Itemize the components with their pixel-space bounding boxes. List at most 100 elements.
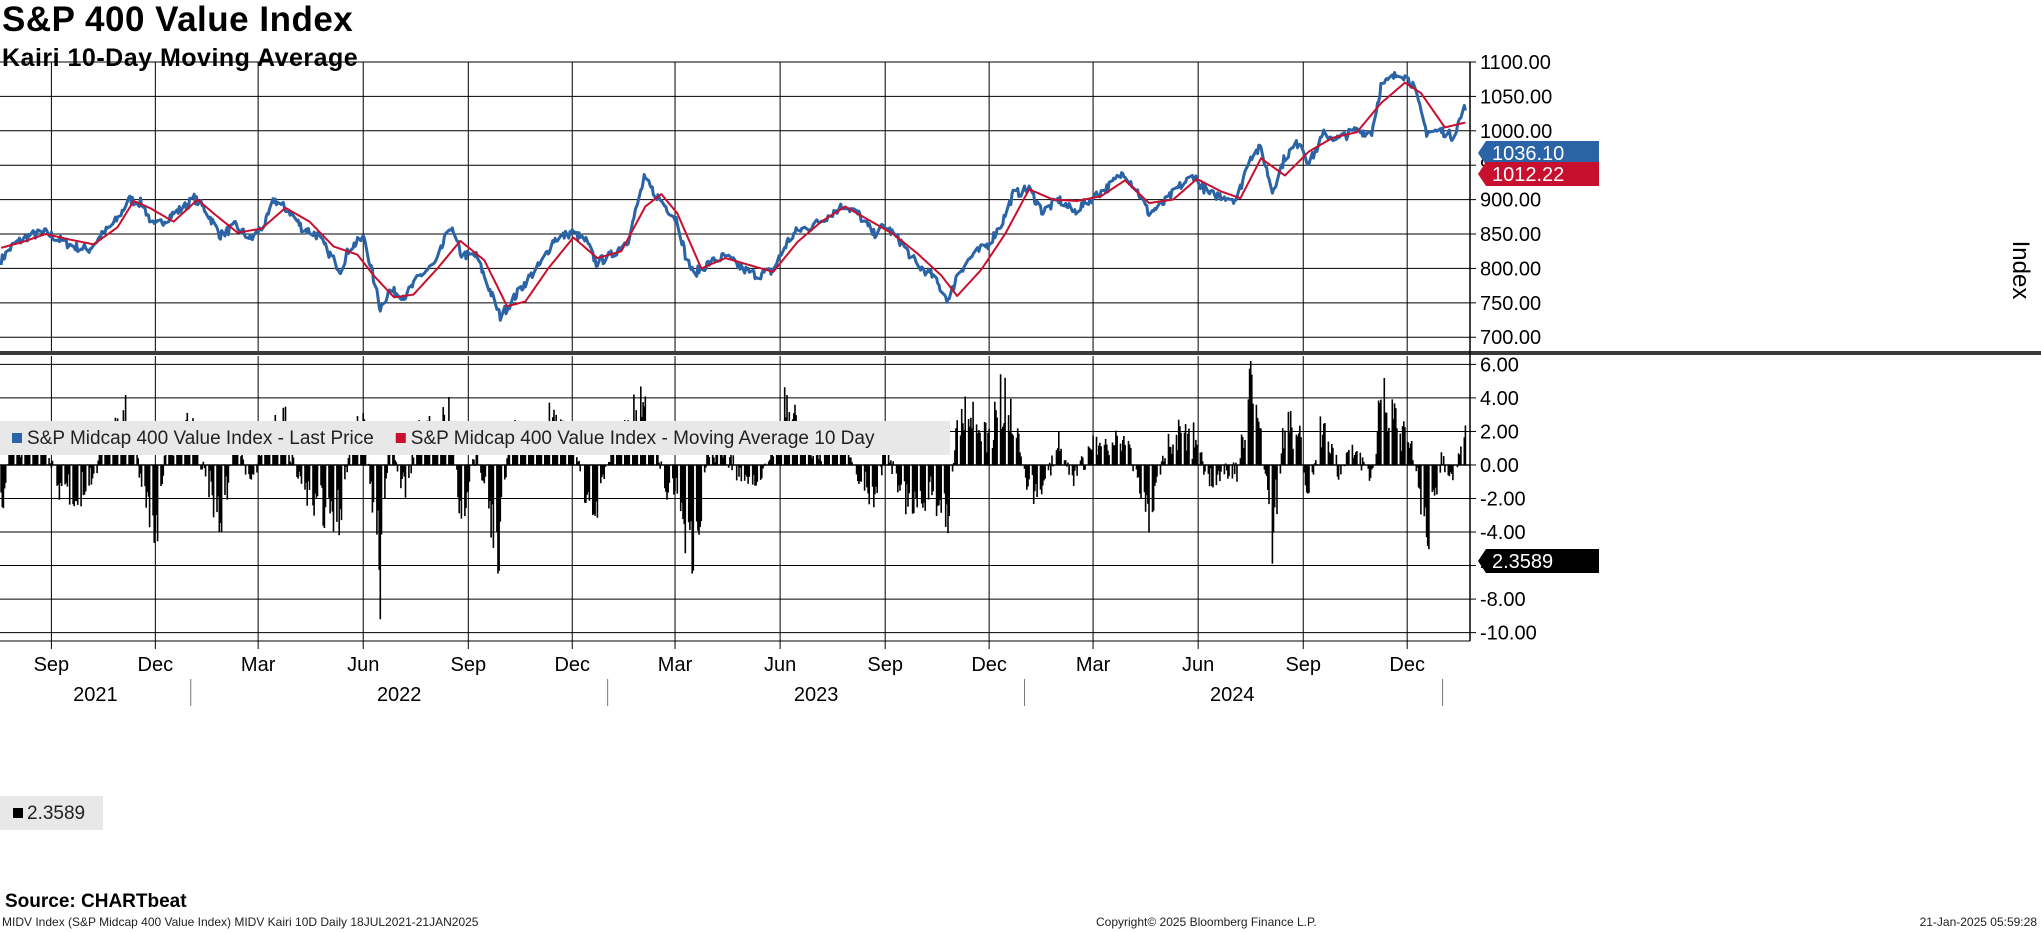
kairi-bar [1127,440,1130,465]
kairi-bar [922,465,924,508]
kairi-bar [1332,447,1334,465]
value-tag [1478,141,1599,165]
kairi-bar [433,447,435,465]
kairi-tick-label: -10.00 [1480,623,1537,645]
panel-separator [0,351,2041,355]
kairi-bar [770,454,772,465]
kairi-bar [1423,465,1426,517]
kairi-bar [946,465,948,505]
kairi-bar [753,465,755,476]
month-label: Sep [1285,654,1321,676]
kairi-bar [65,465,67,483]
kairi-bar [73,465,75,507]
kairi-bar [8,451,10,465]
kairi-bar [584,465,586,503]
kairi-bar [345,465,347,467]
kairi-bar [754,465,756,486]
kairi-bar [665,465,667,492]
kairi-bar [1267,465,1269,490]
kairi-bar [242,459,245,465]
kairi-bar [456,465,458,470]
kairi-bar [951,465,954,472]
kairi-bar [227,465,230,483]
kairi-bar [1426,465,1429,546]
kairi-bar [4,465,7,483]
kairi-bar [1120,451,1123,465]
kairi-bar [224,465,226,495]
kairi-bar [58,465,61,500]
kairi-bar [1241,437,1244,465]
kairi-bar [1320,447,1323,465]
kairi-bar [681,465,683,503]
kairi-bar [411,455,414,465]
kairi-bar [1032,465,1035,504]
kairi-bar [1331,444,1333,465]
legends: S&P Midcap 400 Value Index - Last Price S… [0,421,950,830]
kairi-bar [595,465,597,502]
kairi-bar [1418,465,1421,489]
kairi-bar [1091,449,1093,465]
kairi-bar [106,448,109,465]
kairi-bar [2,465,5,509]
kairi-bar [169,450,171,465]
kairi-bar [1303,465,1306,473]
kairi-bar [585,465,587,503]
kairi-bar [1391,399,1394,465]
kairi-bar [1160,461,1163,465]
kairi-bar [473,459,475,465]
kairi-bar [887,454,890,465]
kairi-bar [738,465,740,477]
kairi-bar [740,465,743,482]
kairi-bar [484,465,487,477]
kairi-bar [312,465,314,506]
kairi-bar [1079,460,1082,465]
kairi-bar [76,465,79,505]
kairi-bar [1028,465,1030,480]
kairi-tick-label: 6.00 [1480,354,1519,376]
kairi-bar [1031,465,1034,476]
kairi-bar [1044,465,1046,479]
kairi-bar [963,430,965,465]
kairi-bar [1122,439,1124,465]
kairi-bar [995,410,997,465]
kairi-bar [1146,465,1148,496]
kairi-bar [1175,434,1178,465]
kairi-bar [68,465,71,505]
kairi-bar [1220,465,1222,472]
legend-label: 2.3589 [27,803,85,824]
kairi-bar [1450,465,1453,474]
kairi-bar [64,465,66,485]
kairi-bar [690,465,692,522]
kairi-bar [968,426,971,465]
kairi-bar [380,465,383,535]
kairi-bar [1035,465,1037,485]
kairi-bar [1132,465,1134,472]
last-price-line [0,71,1467,322]
kairi-bar [847,451,850,465]
kairi-bar [911,465,914,514]
month-label: Sep [451,654,487,676]
kairi-bar [297,465,299,479]
kairi-bar [1168,446,1171,465]
kairi-bar [1082,457,1084,465]
kairi-bar [1016,428,1019,465]
kairi-bar [90,465,93,485]
kairi-bar [1463,437,1466,465]
kairi-bar [900,465,902,485]
kairi-bar [731,465,733,471]
kairi-bar [491,465,494,505]
kairi-bar [404,465,407,498]
kairi-bar [1436,465,1438,495]
chart-title: S&P 400 Value Index [2,0,354,39]
kairi-bar [378,465,380,570]
month-label: Sep [34,654,70,676]
kairi-bar [1249,360,1252,465]
kairi-bar [314,465,316,494]
price-axis-label: Index [2007,241,2034,300]
kairi-bar [1456,465,1459,468]
kairi-bar [321,465,323,488]
kairi-bar [1329,453,1332,465]
kairi-bar [1154,465,1156,486]
kairi-bar [1323,423,1325,465]
kairi-bar [667,465,669,493]
